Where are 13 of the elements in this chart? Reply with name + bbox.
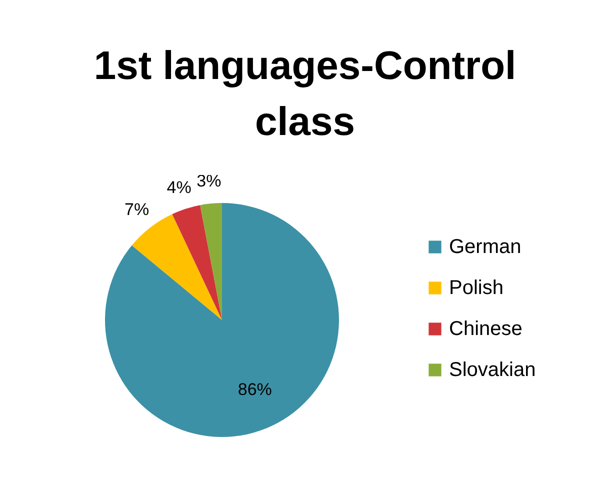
data-label: 3% [196,172,222,191]
chart-title: 1st languages-Control class [92,43,518,146]
legend-label: Chinese [449,318,522,340]
pie-slice [172,205,222,320]
data-label: 86% [238,380,272,399]
pie-slice [200,203,222,320]
data-label: 4% [166,178,192,197]
legend-label: Polish [449,277,504,299]
pie-slice [132,214,222,320]
legend-label: Slovakian [449,359,536,381]
pie-slice [105,203,339,437]
legend-label: German [449,236,522,258]
data-label: 7% [124,200,150,220]
